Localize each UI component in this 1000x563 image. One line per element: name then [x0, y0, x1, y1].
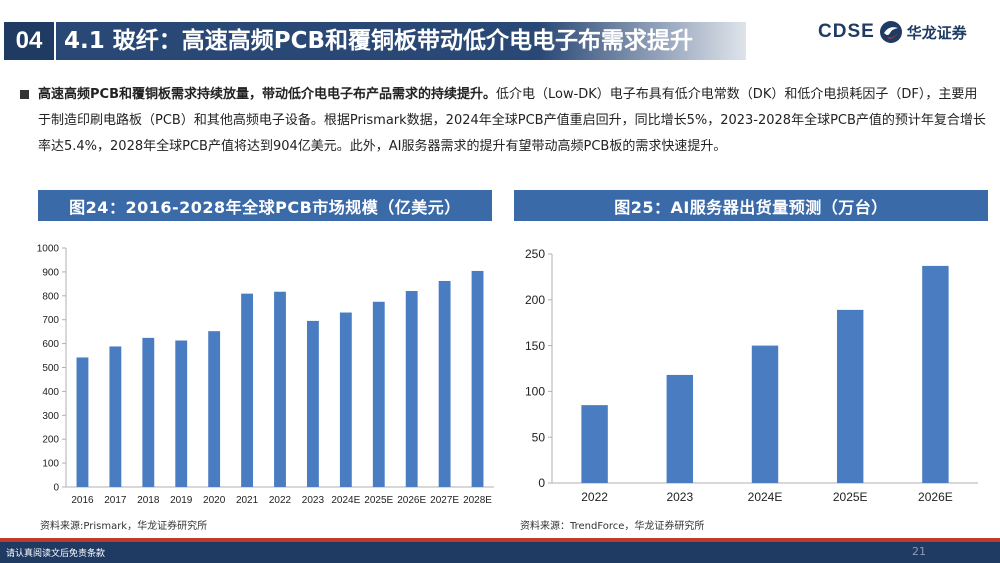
- chart0-bar: [76, 357, 89, 487]
- footer-red-stripe: [0, 538, 1000, 542]
- chart0-bar: [109, 346, 122, 487]
- slide-header: 04 4.1 玻纤：高速高频PCB和覆铜板带动低介电电子布需求提升 CDSE 华…: [0, 0, 1000, 68]
- chart1-x-tick-label: 2025E: [833, 490, 868, 504]
- chart0-y-tick-label: 800: [42, 291, 59, 302]
- chart-title-pcb: 图24：2016-2028年全球PCB市场规模（亿美元）: [38, 190, 492, 221]
- chart1-y-tick-label: 150: [525, 339, 545, 353]
- chart0-y-tick-label: 0: [53, 483, 59, 494]
- chart0-x-tick-label: 2022: [269, 495, 292, 506]
- chart0-bar: [175, 340, 188, 487]
- chart0-bar: [339, 312, 352, 487]
- chart0-x-tick-label: 2021: [236, 495, 259, 506]
- company-logo: CDSE 华龙证券: [818, 18, 967, 46]
- chart0-x-tick-label: 2019: [170, 495, 193, 506]
- logo-brand-cn: 华龙证券: [906, 23, 967, 42]
- chart0-bar: [142, 337, 155, 487]
- logo-brand-en: CDSE: [818, 21, 875, 42]
- source-note-pcb: 资料来源:Prismark，华龙证券研究所: [40, 521, 208, 532]
- chart1-x-tick-label: 2024E: [748, 490, 783, 504]
- chart1-x-tick-label: 2023: [666, 490, 693, 504]
- chart1-y-tick-label: 100: [525, 385, 545, 399]
- chart0-bar: [405, 291, 418, 487]
- chart0-y-tick-label: 700: [42, 315, 59, 326]
- dragon-logo-icon: [879, 21, 902, 43]
- chart0-y-tick-label: 300: [42, 411, 59, 422]
- slide-footer: 请认真阅读文后免责条款 21: [0, 538, 1000, 563]
- chart0-y-tick-label: 500: [42, 363, 59, 374]
- chart0-bar: [241, 293, 254, 487]
- chart1-y-tick-label: 200: [525, 293, 545, 307]
- chart0-x-tick-label: 2018: [137, 495, 160, 506]
- chart0-y-tick-label: 100: [42, 459, 59, 470]
- bullet-body-text: 低介电（Low-DK）电子布具有低介电常数（DK）和低介电损耗因子（DF），主要…: [38, 87, 986, 154]
- bullet-bold-text: 高速高频PCB和覆铜板需求持续放量，带动低介电电子布产品需求的持续提升。: [38, 87, 496, 102]
- chart0-bar: [306, 320, 319, 487]
- chart0-x-tick-label: 2025E: [364, 495, 393, 506]
- pcb-market-chart: 0 100 200 300 400 500 600 700 800 900 1000 2016 2017…: [37, 244, 494, 506]
- chart0-y-tick-label: 400: [42, 387, 59, 398]
- ai-server-chart: 0 50 100 150 200 250 2022 2023 2024E 2025E 2026E: [525, 247, 978, 504]
- chart0-bar: [471, 270, 484, 487]
- footer-blue-band: [0, 542, 1000, 563]
- bullet-paragraph: 高速高频PCB和覆铜板需求持续放量，带动低介电电子布产品需求的持续提升。低介电（…: [20, 82, 988, 160]
- chart1-bar: [922, 265, 949, 483]
- chart1-x-tick-label: 2026E: [918, 490, 953, 504]
- source-note-ai-server: 资料来源：TrendForce，华龙证券研究所: [520, 521, 705, 532]
- chart1-x-tick-label: 2022: [581, 490, 608, 504]
- chart0-y-tick-label: 600: [42, 339, 59, 350]
- title-band: [56, 22, 746, 60]
- chart0-x-tick-label: 2017: [104, 495, 127, 506]
- chart0-bar: [274, 291, 286, 487]
- chart0-x-tick-label: 2016: [71, 495, 94, 506]
- chart1-bar: [751, 345, 779, 483]
- chart0-bar: [208, 331, 221, 487]
- section-number-badge: 04: [4, 22, 54, 60]
- bullet-square-icon: [20, 90, 29, 99]
- chart1-bar: [836, 309, 864, 483]
- chart1-bar: [581, 405, 608, 483]
- chart0-x-tick-label: 2026E: [397, 495, 426, 506]
- chart0-bar: [372, 301, 385, 487]
- chart0-x-tick-label: 2027E: [430, 495, 459, 506]
- chart0-x-tick-label: 2020: [203, 495, 226, 506]
- chart0-y-tick-label: 900: [42, 267, 59, 278]
- chart1-y-tick-label: 50: [532, 430, 546, 444]
- chart1-bar: [666, 374, 694, 483]
- chart0-y-tick-label: 200: [42, 435, 59, 446]
- chart0-x-tick-label: 2023: [302, 495, 325, 506]
- chart0-y-tick-label: 1000: [37, 244, 60, 255]
- chart0-x-tick-label: 2024E: [331, 495, 360, 506]
- chart1-y-tick-label: 0: [538, 476, 545, 490]
- chart-title-ai-server: 图25：AI服务器出货量预测（万台）: [514, 190, 988, 221]
- chart0-bar: [438, 280, 451, 487]
- footer-disclaimer: 请认真阅读文后免责条款: [6, 549, 106, 559]
- chart0-x-tick-label: 2028E: [463, 495, 492, 506]
- chart1-y-tick-label: 250: [525, 247, 545, 261]
- page-title: 4.1 玻纤：高速高频PCB和覆铜板带动低介电电子布需求提升: [64, 28, 694, 54]
- page-number: 21: [912, 545, 926, 558]
